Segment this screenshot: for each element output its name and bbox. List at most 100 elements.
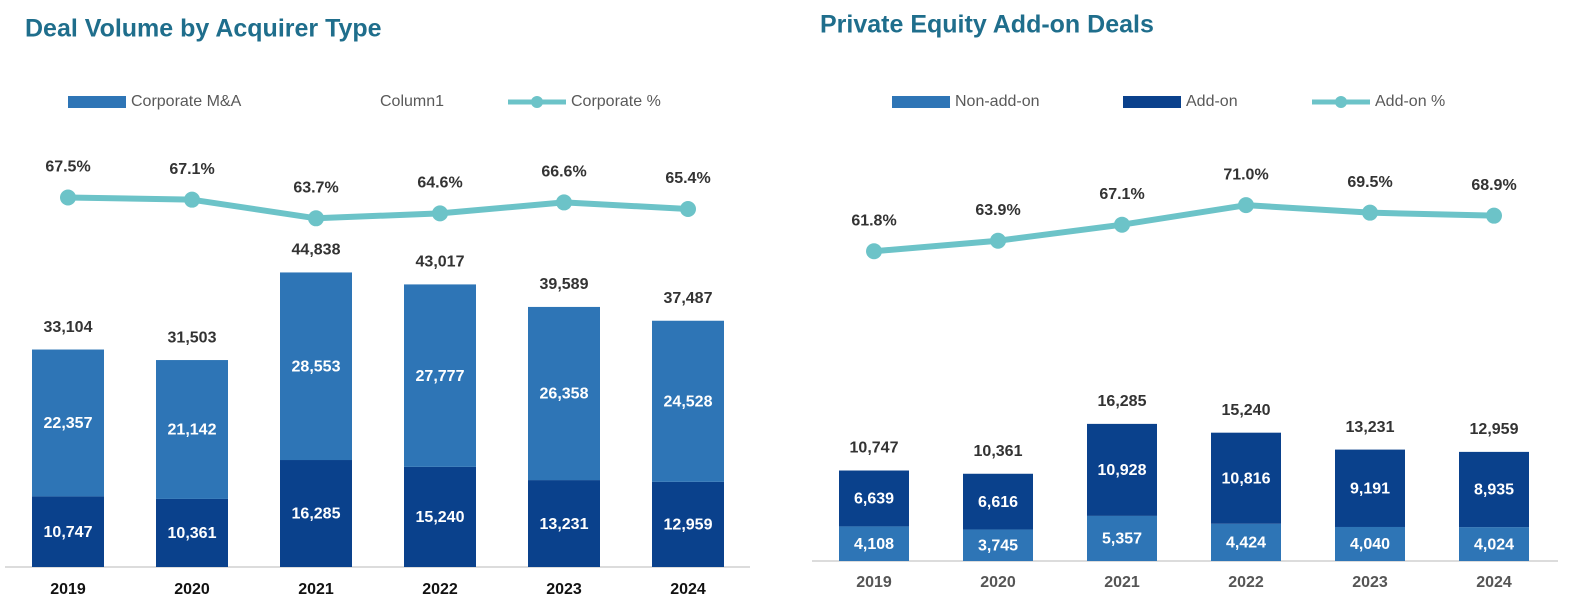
legend-swatch — [68, 96, 126, 108]
bar-label: 10,816 — [1222, 470, 1271, 487]
bar — [156, 498, 228, 567]
bar — [1459, 451, 1529, 528]
legend-swatch — [1123, 96, 1181, 108]
bar-label: 22,357 — [44, 415, 93, 432]
x-tick-label: 2022 — [422, 581, 458, 598]
chart-title: Deal Volume by Acquirer Type — [25, 15, 382, 43]
bar-label: 13,231 — [540, 516, 589, 533]
bar-label: 9,191 — [1350, 481, 1390, 498]
line-marker — [1114, 216, 1130, 233]
total-label: 31,503 — [168, 329, 217, 346]
bar — [1087, 423, 1157, 516]
x-tick-label: 2021 — [298, 581, 334, 598]
bar-label: 4,424 — [1226, 535, 1266, 552]
x-tick-label: 2021 — [1104, 574, 1140, 591]
x-tick-label: 2024 — [1476, 574, 1512, 591]
legend-swatch — [892, 96, 950, 108]
x-tick-label: 2019 — [856, 574, 892, 591]
x-tick-label: 2020 — [980, 574, 1016, 591]
bar — [32, 349, 104, 497]
chart-title: Private Equity Add-on Deals — [820, 11, 1154, 39]
line-label: 63.7% — [293, 180, 338, 197]
legend-label: Non-add-on — [955, 93, 1040, 110]
line-marker — [1486, 207, 1502, 224]
x-tick-label: 2023 — [1352, 574, 1388, 591]
total-label: 12,959 — [1470, 421, 1519, 438]
line-label: 61.8% — [851, 212, 896, 229]
line — [873, 202, 1495, 255]
line-marker — [990, 232, 1006, 249]
bar-label: 4,108 — [854, 536, 894, 553]
bar — [404, 284, 476, 467]
bar — [839, 526, 909, 561]
bar-label: 6,639 — [854, 491, 894, 508]
line-marker — [432, 205, 448, 222]
bar — [1211, 432, 1281, 524]
legend-label: Corporate % — [571, 93, 661, 110]
line-label: 66.6% — [541, 164, 586, 181]
bar — [652, 481, 724, 567]
line-marker — [60, 189, 76, 206]
legend-label: Add-on — [1186, 93, 1238, 110]
line-label: 67.1% — [169, 161, 214, 178]
bar-label: 21,142 — [168, 422, 217, 439]
bar — [963, 473, 1033, 530]
line-label: 65.4% — [665, 170, 710, 187]
line-label: 67.1% — [1099, 186, 1144, 203]
line-marker — [1362, 204, 1378, 221]
bar-label: 28,553 — [292, 358, 341, 375]
bar-label: 10,747 — [44, 524, 93, 541]
line-label: 67.5% — [45, 159, 90, 176]
x-tick-label: 2023 — [546, 581, 582, 598]
bar — [1459, 527, 1529, 561]
total-label: 37,487 — [664, 290, 713, 307]
line-marker — [308, 210, 324, 227]
bar-label: 5,357 — [1102, 531, 1142, 548]
bar-label: 4,024 — [1474, 536, 1514, 553]
total-label: 44,838 — [292, 242, 341, 259]
bar — [32, 496, 104, 567]
total-label: 10,747 — [850, 440, 899, 457]
legend-label: Column1 — [380, 93, 444, 110]
bar-label: 27,777 — [416, 368, 465, 385]
total-label: 33,104 — [44, 319, 93, 336]
line-marker — [1238, 197, 1254, 214]
line-marker — [556, 194, 572, 211]
x-tick-label: 2020 — [174, 581, 210, 598]
line-marker — [184, 191, 200, 208]
bar — [652, 320, 724, 482]
bar — [839, 470, 909, 527]
total-label: 15,240 — [1222, 402, 1271, 419]
bar-label: 12,959 — [664, 517, 713, 534]
total-label: 16,285 — [1098, 393, 1147, 410]
line — [67, 194, 689, 222]
line-label: 68.9% — [1471, 177, 1516, 194]
bar-label: 24,528 — [664, 394, 713, 411]
line-label: 64.6% — [417, 175, 462, 192]
bar-label: 10,361 — [168, 525, 217, 542]
legend-marker — [1335, 96, 1347, 108]
bar-label: 10,928 — [1098, 462, 1147, 479]
total-label: 13,231 — [1346, 419, 1395, 436]
line-marker — [680, 200, 696, 217]
bar-label: 3,745 — [978, 537, 1018, 554]
bar — [1335, 526, 1405, 561]
total-label: 10,361 — [974, 443, 1023, 460]
bar — [280, 460, 352, 567]
line-marker — [866, 243, 882, 260]
total-label: 43,017 — [416, 254, 465, 271]
bar — [528, 306, 600, 481]
bar-label: 4,040 — [1350, 536, 1390, 553]
line-label: 69.5% — [1347, 174, 1392, 191]
legend-marker — [531, 96, 543, 108]
line-label: 63.9% — [975, 202, 1020, 219]
bar — [156, 360, 228, 499]
line-label: 71.0% — [1223, 166, 1268, 183]
x-tick-label: 2024 — [670, 581, 706, 598]
bar-label: 8,935 — [1474, 482, 1514, 499]
bar — [1087, 515, 1157, 561]
bar-label: 15,240 — [416, 509, 465, 526]
bar — [528, 480, 600, 567]
x-tick-label: 2022 — [1228, 574, 1264, 591]
